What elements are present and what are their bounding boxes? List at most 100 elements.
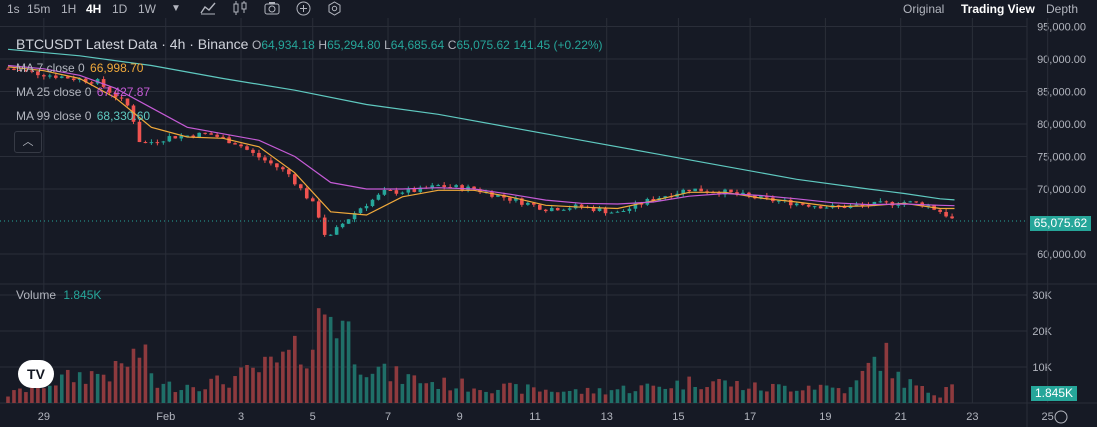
time-tick-label: 3 — [238, 411, 244, 423]
volume-bar — [18, 388, 22, 403]
volume-bar — [287, 349, 291, 403]
volume-bar — [454, 388, 458, 403]
candle-body — [251, 149, 255, 153]
price-tick-label: 80,000.00 — [1037, 119, 1086, 131]
view-trading-view[interactable]: Trading View — [961, 2, 1035, 16]
open-label: O — [252, 38, 262, 52]
volume-bar — [771, 383, 775, 403]
candle-body — [759, 196, 763, 199]
add-icon[interactable] — [296, 1, 311, 19]
candle-body — [944, 211, 948, 217]
candle-body — [131, 105, 136, 122]
camera-icon[interactable] — [264, 1, 280, 18]
ma99-legend: MA 99 close 0 68,330.60 — [16, 109, 152, 123]
volume-bar — [310, 349, 315, 403]
volume-bar — [185, 384, 190, 403]
candle-body — [275, 163, 279, 168]
candle-body — [532, 202, 536, 205]
volume-bar — [818, 384, 823, 403]
price-tick-label: 90,000.00 — [1037, 54, 1086, 66]
tradingview-logo[interactable]: TV — [18, 360, 54, 388]
volume-bar — [555, 392, 560, 403]
volume-bar — [251, 367, 255, 403]
candle-body — [579, 204, 584, 207]
candle-body — [442, 185, 446, 188]
volume-bar — [824, 385, 829, 403]
candle-body — [42, 75, 46, 77]
volume-bar — [759, 390, 763, 403]
candle-body — [340, 223, 345, 228]
candle-type-icon[interactable] — [232, 1, 248, 18]
reset-scale-icon[interactable] — [1054, 410, 1068, 424]
time-tick-label: 23 — [966, 411, 978, 423]
volume-bar — [579, 393, 584, 403]
timeframe-1s[interactable]: 1s — [7, 2, 20, 16]
volume-bar — [681, 389, 685, 403]
volume-bar — [257, 372, 261, 403]
indicator-icon[interactable] — [200, 1, 216, 18]
timeframe-15m[interactable]: 15m — [27, 2, 51, 16]
candle-body — [555, 208, 560, 211]
timeframe-1d[interactable]: 1D — [112, 2, 128, 16]
volume-bar — [561, 391, 566, 403]
volume-bar — [334, 338, 339, 403]
volume-bar — [484, 391, 488, 403]
volume-bar — [65, 369, 70, 403]
candle-body — [633, 203, 638, 209]
volume-bar — [191, 387, 196, 403]
high-value: 65,294.80 — [327, 38, 381, 52]
candle-body — [364, 206, 369, 209]
settings-icon[interactable] — [327, 1, 342, 19]
volume-bar — [496, 389, 500, 403]
candle-body — [304, 188, 309, 199]
candle-body — [621, 210, 626, 212]
volume-bar — [669, 388, 674, 403]
candle-body — [418, 187, 423, 192]
price-tick-label: 85,000.00 — [1037, 87, 1086, 99]
candle-body — [627, 208, 632, 211]
candle-body — [508, 197, 512, 201]
view-original[interactable]: Original — [903, 2, 945, 16]
candle-body — [537, 204, 542, 210]
time-tick-label: 25 — [1042, 411, 1054, 423]
candle-body — [854, 204, 859, 206]
candle-body — [298, 184, 303, 189]
candle-body — [245, 146, 249, 150]
volume-bar — [263, 356, 267, 403]
volume-bar — [161, 383, 166, 403]
volume-bar — [872, 356, 877, 403]
last-volume-tag: 1.845K — [1031, 386, 1077, 401]
open-value: 64,934.18 — [261, 38, 315, 52]
price-chart[interactable]: 95,000.00 90,000.00 85,000.00 80,000.00 75,0… — [0, 18, 1097, 427]
volume-bar — [812, 389, 817, 403]
candle-body — [496, 194, 500, 197]
collapse-legend-button[interactable]: ︿ — [14, 131, 42, 153]
volume-bar — [896, 371, 901, 403]
candle-body — [914, 201, 919, 203]
candle-body — [197, 132, 202, 138]
candle-body — [812, 206, 817, 208]
ma-line — [7, 48, 955, 201]
candle-body — [155, 142, 160, 144]
volume-bar — [711, 381, 715, 403]
chart-toolbar: 1s 15m 1H 4H 1D 1W ▼ Original Trading Vi… — [0, 0, 1097, 18]
volume-bar — [573, 389, 578, 403]
change-value: 141.45 (+0.22%) — [513, 38, 603, 52]
timeframe-1h[interactable]: 1H — [61, 2, 77, 16]
candle-body — [412, 188, 417, 192]
last-price-tag: 65,075.62 — [1030, 216, 1091, 231]
volume-bar — [651, 385, 656, 403]
view-depth[interactable]: Depth — [1046, 2, 1079, 16]
time-tick-label: 13 — [601, 411, 613, 423]
candle-body — [603, 208, 608, 214]
ma7-label: MA 7 close 0 — [16, 61, 85, 75]
volume-bar — [944, 387, 948, 403]
chevron-down-icon[interactable]: ▼ — [171, 3, 181, 14]
volume-bar — [615, 389, 620, 403]
volume-bar — [735, 380, 739, 403]
timeframe-1w[interactable]: 1W — [138, 2, 156, 16]
ohlc-legend: BTCUSDT Latest Data · 4h · Binance O64,9… — [16, 36, 603, 52]
candle-body — [490, 191, 494, 197]
volume-bar — [920, 385, 925, 403]
timeframe-4h[interactable]: 4H — [86, 2, 102, 16]
